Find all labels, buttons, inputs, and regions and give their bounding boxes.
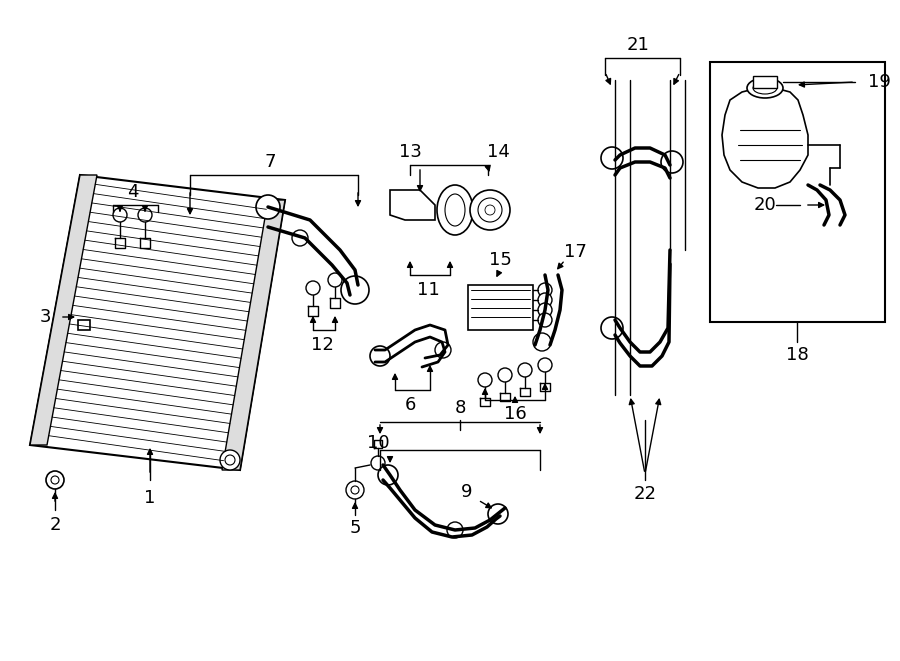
Circle shape: [601, 147, 623, 169]
Text: 11: 11: [417, 281, 439, 299]
Ellipse shape: [437, 185, 473, 235]
Text: 2: 2: [50, 516, 61, 534]
Text: 12: 12: [310, 336, 333, 354]
Circle shape: [351, 486, 359, 494]
Text: 5: 5: [349, 519, 361, 537]
Text: 3: 3: [40, 308, 50, 326]
Circle shape: [435, 342, 451, 358]
Text: 9: 9: [461, 483, 472, 501]
Circle shape: [538, 293, 552, 307]
Text: 16: 16: [504, 405, 526, 423]
Circle shape: [470, 190, 510, 230]
Text: 19: 19: [868, 73, 891, 91]
Text: 20: 20: [753, 196, 776, 214]
Circle shape: [138, 208, 152, 222]
Circle shape: [478, 373, 492, 387]
Circle shape: [518, 363, 532, 377]
Circle shape: [478, 198, 502, 222]
Bar: [468, 285, 533, 330]
Circle shape: [341, 276, 369, 304]
Circle shape: [306, 281, 320, 295]
Circle shape: [292, 230, 308, 246]
Text: 13: 13: [399, 143, 421, 161]
Circle shape: [498, 368, 512, 382]
Polygon shape: [222, 200, 285, 470]
Circle shape: [46, 471, 64, 489]
Ellipse shape: [747, 78, 783, 98]
Text: 17: 17: [563, 243, 587, 261]
Circle shape: [533, 333, 551, 351]
Bar: [753, 76, 777, 88]
Text: 21: 21: [626, 36, 650, 54]
Text: 10: 10: [366, 434, 390, 452]
Text: 14: 14: [487, 143, 509, 161]
Circle shape: [538, 303, 552, 317]
Circle shape: [346, 481, 364, 499]
Circle shape: [601, 317, 623, 339]
Circle shape: [113, 208, 127, 222]
Circle shape: [538, 358, 552, 372]
Text: 18: 18: [786, 346, 808, 364]
Circle shape: [378, 465, 398, 485]
Circle shape: [661, 151, 683, 173]
Circle shape: [51, 476, 59, 484]
Bar: [710, 62, 885, 322]
Circle shape: [538, 313, 552, 327]
Circle shape: [256, 195, 280, 219]
Circle shape: [225, 455, 235, 465]
Text: 8: 8: [454, 399, 465, 417]
Circle shape: [370, 346, 390, 366]
Circle shape: [488, 504, 508, 524]
Text: 6: 6: [404, 396, 416, 414]
Ellipse shape: [445, 194, 465, 226]
Circle shape: [328, 273, 342, 287]
Text: 7: 7: [265, 153, 275, 171]
Circle shape: [485, 205, 495, 215]
Text: 15: 15: [489, 251, 511, 269]
Circle shape: [220, 450, 240, 470]
Text: 22: 22: [634, 485, 656, 503]
Ellipse shape: [753, 82, 777, 94]
Text: 1: 1: [144, 489, 156, 507]
Text: 4: 4: [127, 183, 139, 201]
Circle shape: [538, 283, 552, 297]
Polygon shape: [30, 175, 97, 445]
Circle shape: [447, 522, 463, 538]
Circle shape: [371, 456, 385, 470]
